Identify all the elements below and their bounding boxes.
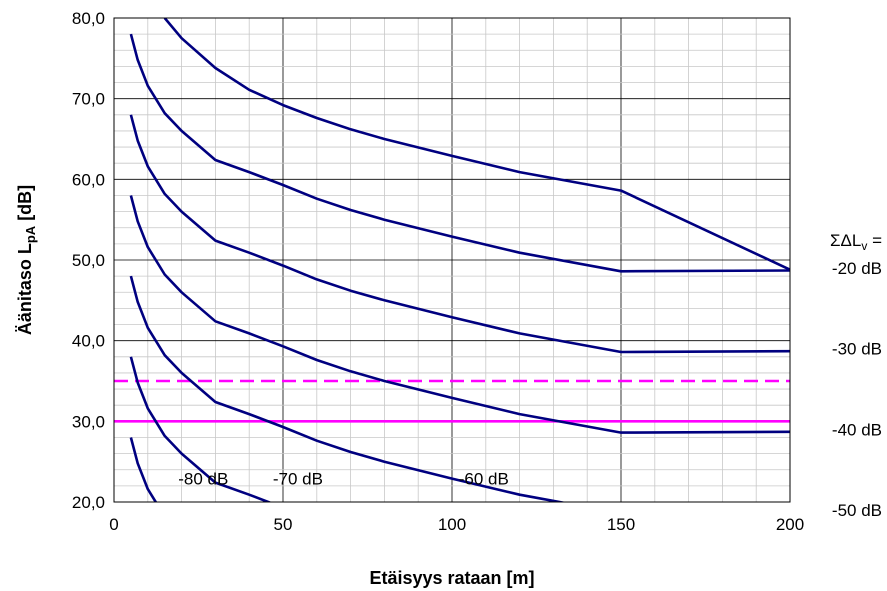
x-tick-labels: 0 50 100 150 200: [109, 515, 804, 534]
y-tick-label: 30,0: [72, 412, 105, 431]
reference-lines: [114, 379, 790, 423]
x-axis-title: Etäisyys rataan [m]: [369, 568, 534, 588]
right-label: -40 dB: [832, 420, 882, 439]
y-axis-title-sub: pA: [23, 225, 38, 243]
curve-label: -80 dB: [178, 469, 228, 488]
right-title-sub: v: [861, 239, 867, 253]
series-line-5: [129, 33, 790, 273]
y-tick-label: 40,0: [72, 332, 105, 351]
x-tick-label: 150: [607, 515, 635, 534]
y-tick-label: 20,0: [72, 493, 105, 512]
right-labels: -20 dB -30 dB -40 dB -50 dB: [832, 259, 882, 520]
plot-border: [113, 17, 791, 503]
curve-label: -70 dB: [273, 469, 323, 488]
right-label: -30 dB: [832, 340, 882, 359]
series-line-1: [163, 18, 790, 271]
x-tick-label: 0: [109, 515, 118, 534]
y-tick-label: 80,0: [72, 9, 105, 28]
right-label: -20 dB: [832, 259, 882, 278]
right-label: -50 dB: [832, 501, 882, 520]
y-tick-label: 50,0: [72, 251, 105, 270]
series-line-4: [129, 275, 567, 502]
y-tick-labels: 20,0 30,0 40,0 50,0 60,0 70,0 80,0: [72, 9, 105, 512]
series-line-2: [129, 114, 790, 354]
y-tick-label: 70,0: [72, 90, 105, 109]
y-axis-title-tail: [dB]: [15, 185, 35, 226]
curve-labels: -80 dB -70 dB -60 dB: [178, 469, 509, 488]
right-axis-title: ΣΔLv =: [830, 231, 882, 253]
y-axis-title-main: Äänitaso L: [15, 243, 35, 335]
series-line-6: [129, 356, 272, 502]
curve-label: -60 dB: [459, 469, 509, 488]
series-line-7: [129, 437, 158, 502]
series-group: [129, 18, 790, 502]
x-tick-label: 100: [438, 515, 466, 534]
y-tick-label: 60,0: [72, 170, 105, 189]
x-tick-label: 200: [776, 515, 804, 534]
right-title-sigma: ΣΔL: [830, 231, 861, 250]
x-tick-label: 50: [274, 515, 293, 534]
series-line-3: [129, 195, 790, 434]
y-axis-title: Äänitaso LpA [dB]: [15, 185, 38, 335]
right-title-tail: =: [867, 231, 882, 250]
grid: [114, 18, 790, 502]
